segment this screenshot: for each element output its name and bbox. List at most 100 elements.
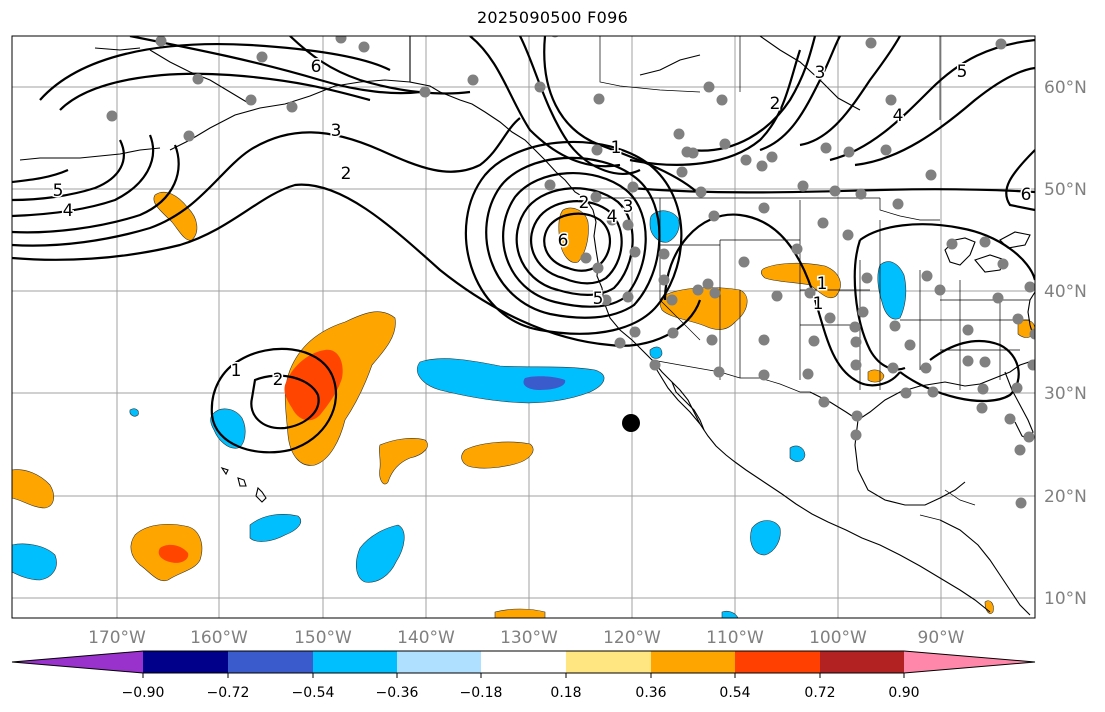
station-dot xyxy=(887,362,899,374)
negative-anomaly-region xyxy=(356,524,405,583)
contour-line xyxy=(289,36,471,95)
station-dot xyxy=(629,246,641,258)
contour-label: 2 xyxy=(770,94,781,114)
station-dot xyxy=(979,356,991,368)
colorbar-tick-label: −0.72 xyxy=(207,685,250,701)
colorbar-tick-label: −0.54 xyxy=(292,685,335,701)
negative-anomaly-region xyxy=(877,261,907,320)
station-dot xyxy=(904,339,916,351)
station-dot xyxy=(756,160,768,172)
station-dot xyxy=(992,292,1004,304)
station-dot xyxy=(591,144,603,156)
colorbar-segment xyxy=(313,651,397,673)
station-dot xyxy=(703,81,715,93)
contour-line xyxy=(859,223,1035,281)
contour-line xyxy=(899,340,1020,403)
contour-line xyxy=(485,156,661,319)
colorbar-tick-label: 0.90 xyxy=(888,685,919,701)
station-dot xyxy=(995,38,1007,50)
station-dot xyxy=(979,236,991,248)
contour-label: 1 xyxy=(611,138,622,158)
station-dot xyxy=(855,188,867,200)
longitude-label: 110°W xyxy=(706,628,764,648)
station-dot xyxy=(1027,359,1035,371)
colorbar-tick-label: 0.36 xyxy=(635,685,666,701)
contour-label: 3 xyxy=(623,197,634,217)
station-dot xyxy=(849,321,861,333)
positive-anomaly-region xyxy=(12,469,54,509)
station-dot xyxy=(708,210,720,222)
negative-anomaly-region xyxy=(416,358,605,404)
contour-line xyxy=(12,168,69,184)
contour-line xyxy=(663,213,901,387)
station-dot xyxy=(1029,328,1035,340)
station-dot xyxy=(758,202,770,214)
positive-anomaly-region xyxy=(378,438,428,485)
colorbar-tick-label: −0.36 xyxy=(376,685,419,701)
longitude-label: 160°W xyxy=(190,628,248,648)
station-dot xyxy=(1024,281,1035,293)
contour-label: 5 xyxy=(957,62,968,82)
contour-label: 2 xyxy=(579,193,590,213)
colorbar-segment xyxy=(820,651,904,673)
contour-line xyxy=(519,36,641,175)
station-dot xyxy=(920,362,932,374)
station-dot xyxy=(1011,382,1023,394)
station-dot xyxy=(673,128,685,140)
station-dot xyxy=(286,101,298,113)
colorbar-extend-low xyxy=(12,651,143,673)
contour-label: 6 xyxy=(1021,185,1032,205)
strong-negative-anomaly-region xyxy=(523,376,566,390)
colorbar-tick-label: 0.54 xyxy=(719,685,750,701)
station-dot xyxy=(921,270,933,282)
station-dot xyxy=(865,37,877,49)
station-dot xyxy=(808,335,820,347)
station-dot xyxy=(851,410,863,422)
colorbar-tick-label: −0.90 xyxy=(122,685,165,701)
latitude-label: 50°N xyxy=(1044,180,1087,200)
station-dot xyxy=(658,274,670,286)
latitude-label: 30°N xyxy=(1044,384,1087,404)
station-dot xyxy=(861,272,873,284)
latitude-label: 40°N xyxy=(1044,282,1087,302)
station-dot xyxy=(695,186,707,198)
station-dot xyxy=(740,154,752,166)
station-dot xyxy=(791,243,803,255)
station-dot xyxy=(687,147,699,159)
latitude-label: 20°N xyxy=(1044,487,1087,507)
station-dot xyxy=(946,238,958,250)
contour-line xyxy=(759,36,841,152)
station-dot xyxy=(843,146,855,158)
station-dot xyxy=(590,191,602,203)
contour-label: 4 xyxy=(893,106,904,126)
station-dot xyxy=(962,324,974,336)
latitude-label: 10°N xyxy=(1044,589,1087,609)
contour-line xyxy=(1005,149,1035,212)
longitude-label: 90°W xyxy=(918,628,965,648)
station-dot xyxy=(622,291,634,303)
contour-line xyxy=(464,140,683,335)
negative-anomaly-region xyxy=(789,445,806,462)
negative-anomaly-region xyxy=(12,543,57,581)
contour-line xyxy=(250,374,320,430)
contour-line xyxy=(799,36,901,147)
station-dot xyxy=(1015,497,1027,509)
station-dot xyxy=(797,180,809,192)
contour-line xyxy=(210,347,338,454)
contour-line xyxy=(854,66,1035,167)
station-dot xyxy=(900,387,912,399)
coastlines xyxy=(19,36,1035,616)
station-dot xyxy=(627,181,639,193)
contour-label: 4 xyxy=(63,201,74,221)
latitude-label: 60°N xyxy=(1044,78,1087,98)
station-dot xyxy=(934,284,946,296)
station-dot xyxy=(709,287,721,299)
contour-line xyxy=(59,72,371,111)
station-dot xyxy=(719,138,731,150)
contour-line xyxy=(543,212,611,272)
station-dot xyxy=(976,402,988,414)
contour-label: 5 xyxy=(593,289,604,309)
colorbar-segment xyxy=(143,651,228,673)
colorbar: −0.90 −0.72 −0.54 −0.36 −0.18 0.18 0.36 0.54 0.7… xyxy=(11,650,1036,701)
station-dot xyxy=(758,369,770,381)
